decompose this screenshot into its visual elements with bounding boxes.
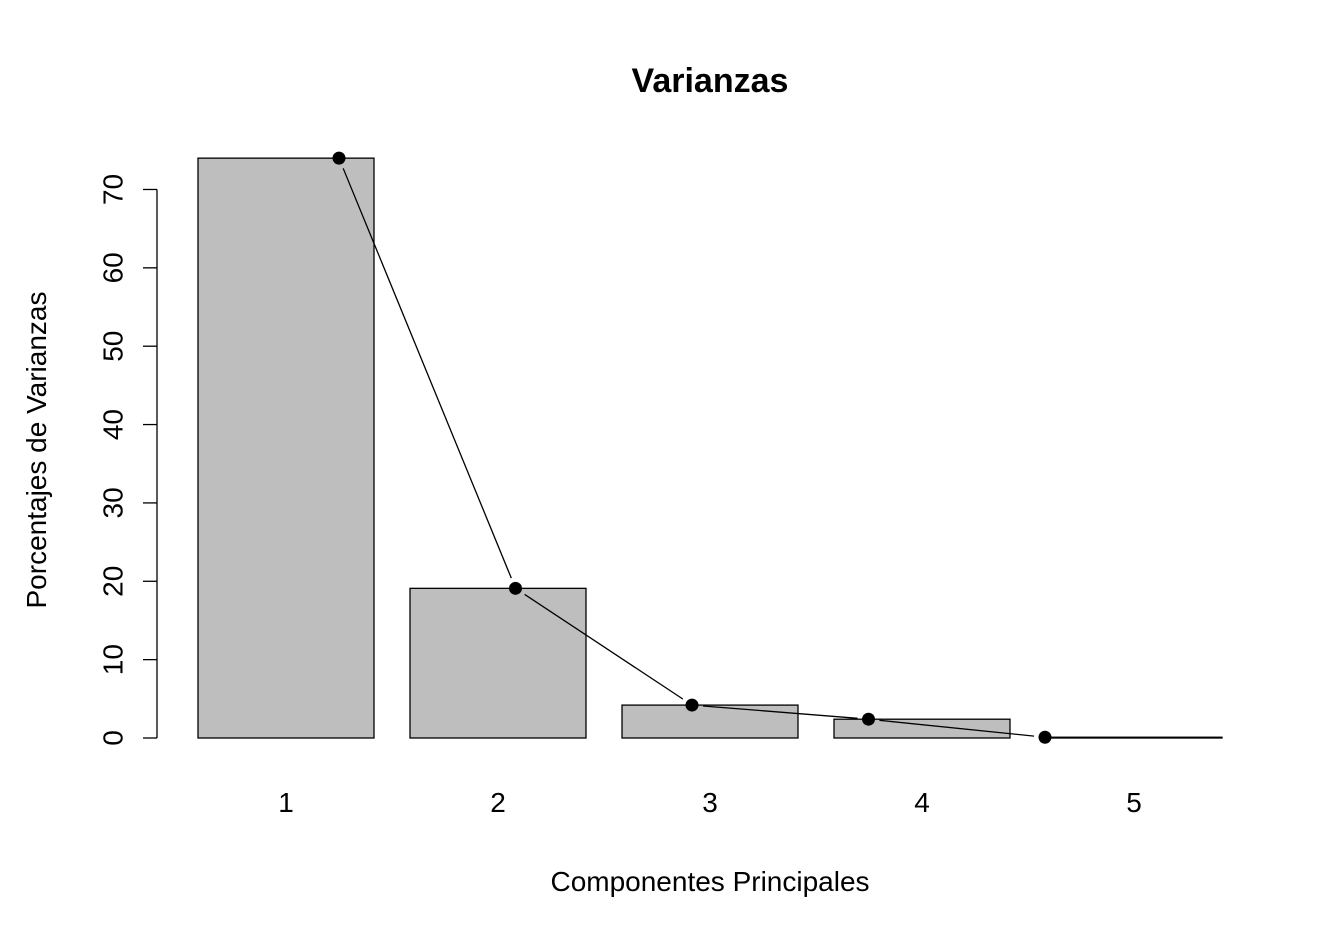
- y-axis: 0 10 20 30 40 50 60 70: [98, 174, 158, 746]
- y-axis-label: Porcentajes de Varianzas: [21, 292, 52, 609]
- y-tick-label: 10: [98, 644, 129, 675]
- x-tick-label: 5: [1126, 787, 1142, 818]
- bars: [197, 157, 1223, 739]
- x-tick-label: 3: [702, 787, 718, 818]
- y-tick-label: 70: [98, 174, 129, 205]
- y-tick-label: 30: [98, 487, 129, 518]
- x-tick-label: 1: [278, 787, 294, 818]
- data-point: [332, 151, 346, 165]
- data-point: [509, 581, 522, 595]
- x-axis-label: Componentes Principales: [550, 866, 869, 897]
- bar: [409, 587, 587, 739]
- y-tick-label: 0: [98, 730, 129, 746]
- bar: [833, 718, 1011, 739]
- line-segment: [879, 719, 1035, 737]
- x-tick-label: 2: [490, 787, 506, 818]
- y-tick-label: 20: [98, 566, 129, 597]
- line-segment: [342, 168, 512, 579]
- data-point: [862, 712, 875, 726]
- line-segment: [702, 705, 858, 719]
- bar: [197, 157, 375, 739]
- data-point: [1038, 730, 1052, 744]
- variance-line: [332, 151, 1052, 744]
- chart-title: Varianzas: [632, 62, 789, 100]
- x-tick-label: 4: [914, 787, 930, 818]
- y-tick-label: 40: [98, 409, 129, 440]
- line-segment: [524, 593, 684, 700]
- y-tick-label: 60: [98, 252, 129, 283]
- data-point: [685, 698, 699, 712]
- x-tick-labels: 1 2 3 4 5: [278, 787, 1142, 818]
- y-tick-label: 50: [98, 331, 129, 362]
- bar: [1045, 736, 1223, 739]
- bar: [621, 704, 799, 739]
